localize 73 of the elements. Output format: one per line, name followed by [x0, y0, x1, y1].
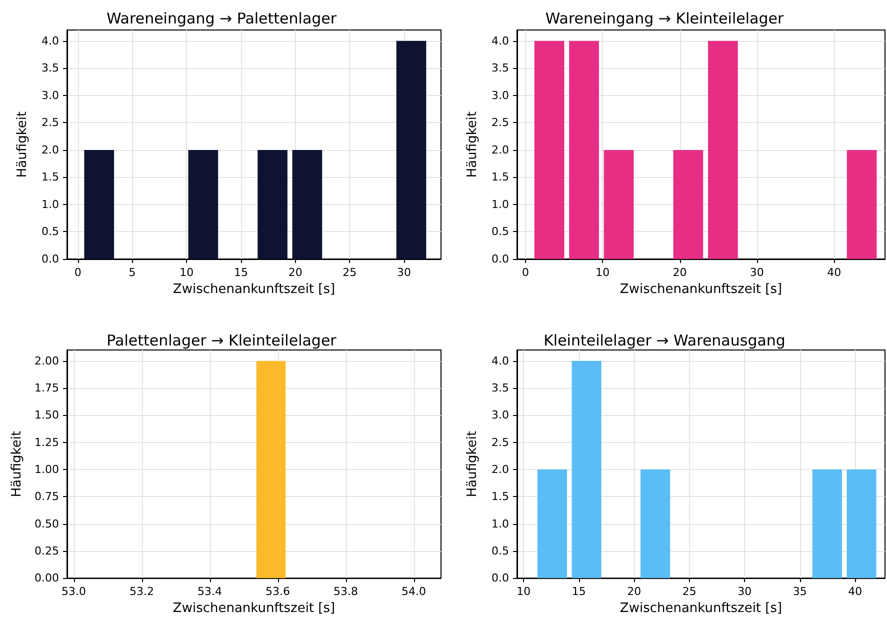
- y-tick-label: 2.5: [492, 116, 509, 130]
- y-tick-label: 2.5: [492, 436, 509, 449]
- y-tick-label: 3.5: [42, 62, 59, 75]
- x-axis-title: Zwischenankunftszeit [s]: [620, 601, 782, 616]
- x-tick-label: 20: [627, 585, 642, 598]
- x-tick-label: 54.0: [402, 585, 426, 598]
- y-axis-title: Häufigkeit: [10, 430, 25, 498]
- y-axis-title: Häufigkeit: [15, 111, 30, 178]
- y-tick-label: 0.5: [492, 544, 509, 558]
- y-tick-label: 1.75: [34, 382, 59, 395]
- x-tick-label: 40: [848, 585, 862, 598]
- y-tick-label: 3.5: [492, 62, 509, 75]
- y-tick-label: 1.00: [34, 462, 59, 476]
- x-tick-label: 30: [750, 266, 764, 279]
- x-tick-label: 10: [596, 266, 610, 279]
- x-axis-title: Zwischenankunftszeit [s]: [172, 601, 336, 616]
- x-tick-label: 20: [672, 266, 687, 279]
- y-tick-label: 3.0: [42, 88, 59, 102]
- x-tick-label: 30: [738, 585, 752, 598]
- y-tick-label: 0.75: [34, 490, 59, 504]
- y-tick-label: 1.5: [492, 490, 509, 504]
- y-tick-label: 1.25: [34, 436, 59, 449]
- x-tick-label: 10: [516, 585, 531, 598]
- y-tick-label: 2.0: [492, 143, 509, 156]
- y-tick-label: 0.5: [492, 225, 509, 238]
- x-tick-label: 53.2: [130, 585, 154, 598]
- y-tick-label: 2.00: [34, 354, 59, 368]
- y-tick-label: 0.50: [34, 517, 59, 530]
- y-tick-label: 4.0: [492, 354, 509, 368]
- y-axis-title: Häufigkeit: [465, 430, 480, 498]
- x-tick-label: 53.4: [198, 585, 222, 598]
- x-tick-label: 15: [234, 266, 248, 279]
- x-tick-label: 10: [180, 266, 194, 279]
- x-axis-title: Zwischenankunftszeit [s]: [620, 282, 782, 297]
- chart-title: Wareneingang → Kleinteilelager: [545, 10, 784, 28]
- y-tick-label: 1.0: [42, 198, 59, 211]
- x-tick-label: 15: [572, 585, 586, 598]
- y-tick-label: 1.5: [492, 170, 509, 184]
- x-tick-label: 40: [827, 266, 842, 279]
- y-tick-label: 1.0: [492, 198, 509, 211]
- chart-title: Wareneingang → Palettenlager: [106, 10, 338, 28]
- y-tick-label: 0.0: [492, 572, 509, 585]
- x-tick-label: 35: [792, 585, 807, 598]
- y-tick-label: 0.5: [42, 225, 59, 238]
- x-tick-label: 53.0: [62, 585, 86, 598]
- x-tick-label: 25: [342, 266, 357, 279]
- y-tick-label: 0.0: [492, 252, 509, 266]
- y-tick-label: 4.0: [42, 34, 59, 48]
- y-axis-title: Häufigkeit: [465, 111, 480, 178]
- y-tick-label: 0.00: [34, 572, 59, 585]
- x-tick-label: 20: [288, 266, 302, 279]
- x-tick-label: 30: [397, 266, 412, 279]
- chart-title: Kleinteilelager → Warenausgang: [544, 332, 786, 350]
- y-tick-label: 4.0: [492, 34, 509, 48]
- y-tick-label: 0.0: [42, 252, 59, 266]
- chart-title: Palettenlager → Kleinteilelager: [106, 332, 338, 350]
- x-tick-label: 0: [522, 266, 529, 279]
- y-tick-label: 2.5: [42, 116, 59, 130]
- x-tick-label: 53.6: [266, 585, 290, 598]
- y-tick-label: 1.5: [42, 170, 59, 184]
- y-tick-label: 2.0: [42, 143, 59, 156]
- x-tick-label: 25: [682, 585, 696, 598]
- y-tick-label: 1.0: [492, 517, 509, 530]
- x-axis-title: Zwischenankunftszeit [s]: [172, 282, 336, 297]
- y-tick-label: 3.0: [492, 408, 509, 422]
- x-tick-label: 0: [74, 266, 82, 279]
- y-tick-label: 1.50: [34, 408, 59, 422]
- x-tick-label: 53.8: [334, 585, 358, 598]
- x-tick-label: 5: [128, 266, 136, 279]
- y-tick-label: 2.0: [492, 462, 509, 476]
- y-tick-label: 3.0: [492, 88, 509, 102]
- y-tick-label: 0.25: [34, 544, 59, 558]
- y-tick-label: 3.5: [492, 382, 509, 395]
